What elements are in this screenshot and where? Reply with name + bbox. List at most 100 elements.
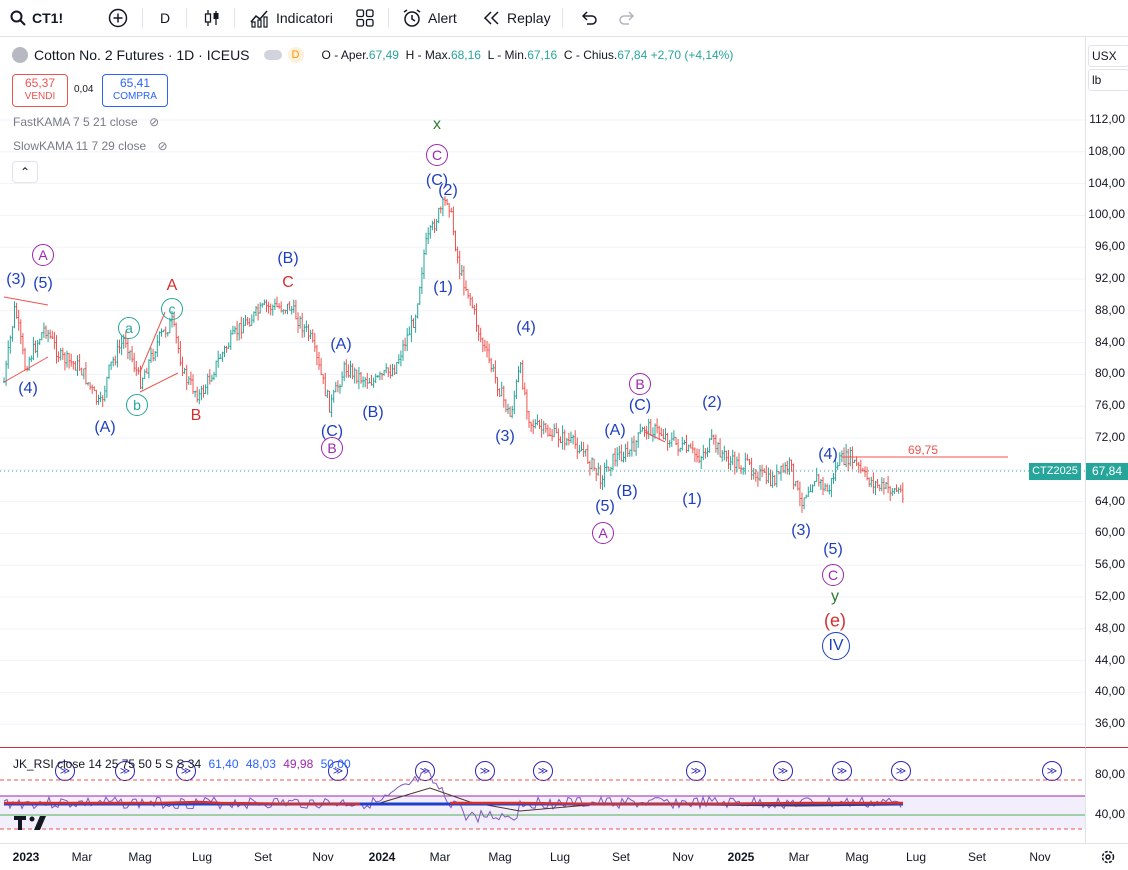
symbol-search[interactable]: CT1! — [10, 6, 63, 30]
wave-label-circled: b — [126, 394, 148, 416]
interval-button[interactable]: D — [160, 6, 170, 30]
time-tick-label: 2024 — [368, 850, 396, 864]
compare-button[interactable] — [108, 6, 128, 30]
wave-label: (3) — [495, 428, 515, 445]
last-price-tag: 67,84 — [1086, 463, 1128, 480]
candles-icon — [202, 8, 222, 28]
price-tick-label: 56,00 — [1094, 557, 1125, 572]
search-icon — [10, 10, 26, 26]
main-chart-pane[interactable]: Cotton No. 2 Futures · 1D · ICEUS D O - … — [0, 37, 1085, 781]
eye-off-icon[interactable]: ⊘ — [149, 115, 160, 129]
symbol-label: CT1! — [32, 10, 64, 26]
price-chart[interactable] — [0, 37, 1085, 746]
time-tick-label: Lug — [905, 850, 927, 864]
alarm-clock-icon — [402, 8, 422, 28]
eye-off-icon[interactable]: ⊘ — [157, 139, 168, 153]
wave-label: (A) — [94, 419, 116, 436]
chart-type-button[interactable] — [202, 6, 222, 30]
alert-button[interactable]: Alert — [402, 6, 457, 30]
time-tick-label: Mag — [128, 850, 152, 864]
chevron-up-icon: ⌃ — [19, 165, 31, 179]
event-marker-icon[interactable]: ≫ — [115, 761, 135, 781]
wave-label: C — [282, 274, 294, 291]
time-tick-label: Mag — [845, 850, 869, 864]
wave-label: (5) — [823, 541, 843, 558]
wave-label-circled: c — [161, 298, 183, 320]
collapse-legend-button[interactable]: ⌃ — [12, 161, 38, 183]
price-tick-label: 44,00 — [1094, 652, 1125, 667]
wave-label: (2) — [702, 394, 722, 411]
time-tick-label: Mar — [429, 850, 451, 864]
price-tick-label: 92,00 — [1094, 271, 1125, 285]
currency-select[interactable]: USX — [1088, 45, 1128, 67]
time-tick-label: Nov — [312, 850, 334, 864]
wave-label: (3) — [6, 271, 26, 288]
interval-label: D — [160, 10, 171, 26]
indicators-icon — [250, 8, 270, 28]
time-tick-label: Nov — [1029, 850, 1051, 864]
settings-gear-icon[interactable] — [1100, 849, 1116, 870]
price-axis[interactable]: USX lb 112,00 108,00 104,00 100,00 96,00 92,0… — [1085, 37, 1128, 746]
time-tick-label: Lug — [191, 850, 213, 864]
event-marker-icon[interactable]: ≫ — [773, 761, 793, 781]
top-toolbar: CT1! D Indicatori Alert Replay — [0, 0, 1128, 37]
price-tick-label: 108,00 — [1088, 143, 1125, 158]
time-tick-label: Set — [967, 850, 987, 864]
time-tick-label: 2023 — [12, 850, 40, 864]
wave-label: A — [166, 277, 178, 294]
event-marker-icon[interactable]: ≫ — [415, 761, 435, 781]
wave-label: (5) — [595, 498, 615, 515]
price-tick-label: 80,00 — [1094, 366, 1125, 381]
wave-label: y — [831, 588, 839, 605]
rsi-pane[interactable]: JK_RSI close 14 25 75 50 5 S S 34 61,40 … — [0, 747, 1085, 844]
templates-button[interactable] — [356, 6, 374, 30]
time-axis[interactable]: 2023 Mar Mag Lug Set Nov 2024 Mar Mag Lug Set Nov 20… — [0, 843, 1128, 868]
rsi-axis: 80,00 40,00 — [1085, 747, 1128, 844]
wave-label: (2) — [438, 182, 458, 199]
time-tick-label: Nov — [672, 850, 694, 864]
price-tick-label: 76,00 — [1094, 398, 1125, 413]
cotton-logo-icon — [12, 47, 28, 63]
price-tick-label: 96,00 — [1094, 239, 1125, 254]
spread-value: 0,04 — [74, 84, 94, 95]
wave-label: (C) — [425, 172, 449, 189]
contract-tag: CTZ2025 — [1029, 463, 1081, 480]
wave-label: (A) — [604, 422, 626, 439]
price-tick-label: 48,00 — [1094, 620, 1125, 635]
buy-button[interactable]: 65,41 COMPRA — [102, 74, 168, 107]
wave-label-circled: B — [629, 373, 651, 395]
indicators-label: Indicatori — [276, 10, 333, 26]
symbol-title: Cotton No. 2 Futures · 1D · ICEUS — [34, 47, 250, 63]
wave-label: (B) — [362, 404, 384, 421]
fastkama-indicator[interactable]: FastKAMA 7 5 21 close ⊘ — [13, 115, 160, 129]
price-tick-label: 112,00 — [1089, 112, 1125, 126]
trend-drawings — [0, 296, 1085, 472]
unit-select[interactable]: lb — [1088, 69, 1128, 91]
wave-label: (A) — [330, 336, 352, 353]
wave-label: (5) — [33, 275, 53, 292]
rsi-legend: JK_RSI close 14 25 75 50 5 S S 34 61,40 … — [13, 757, 351, 771]
undo-icon — [580, 10, 598, 26]
alert-label: Alert — [428, 10, 457, 26]
slowkama-indicator[interactable]: SlowKAMA 11 7 29 close ⊘ — [13, 139, 168, 153]
price-tick-label: 40,00 — [1094, 684, 1125, 699]
undo-button[interactable] — [580, 6, 598, 30]
time-tick-label: Set — [611, 850, 631, 864]
indicators-button[interactable]: Indicatori — [250, 6, 333, 30]
wave-label: (B) — [277, 250, 299, 267]
replay-label: Replay — [507, 10, 551, 26]
wave-label: (1) — [433, 279, 453, 296]
wave-label: (1) — [682, 491, 702, 508]
redo-icon — [618, 10, 636, 26]
candles — [3, 196, 904, 513]
eye-hidden-icon[interactable] — [263, 50, 282, 60]
redo-button[interactable] — [618, 6, 636, 30]
tradingview-logo[interactable] — [14, 816, 46, 835]
wave-label: B — [190, 407, 202, 424]
rewind-icon — [483, 10, 501, 26]
price-tick-label: 84,00 — [1094, 334, 1125, 349]
event-marker-icon[interactable]: ≫ — [891, 761, 911, 781]
sell-button[interactable]: 65,37 VENDI — [12, 74, 68, 107]
replay-button[interactable]: Replay — [483, 6, 551, 30]
time-tick-label: Mar — [71, 850, 93, 864]
